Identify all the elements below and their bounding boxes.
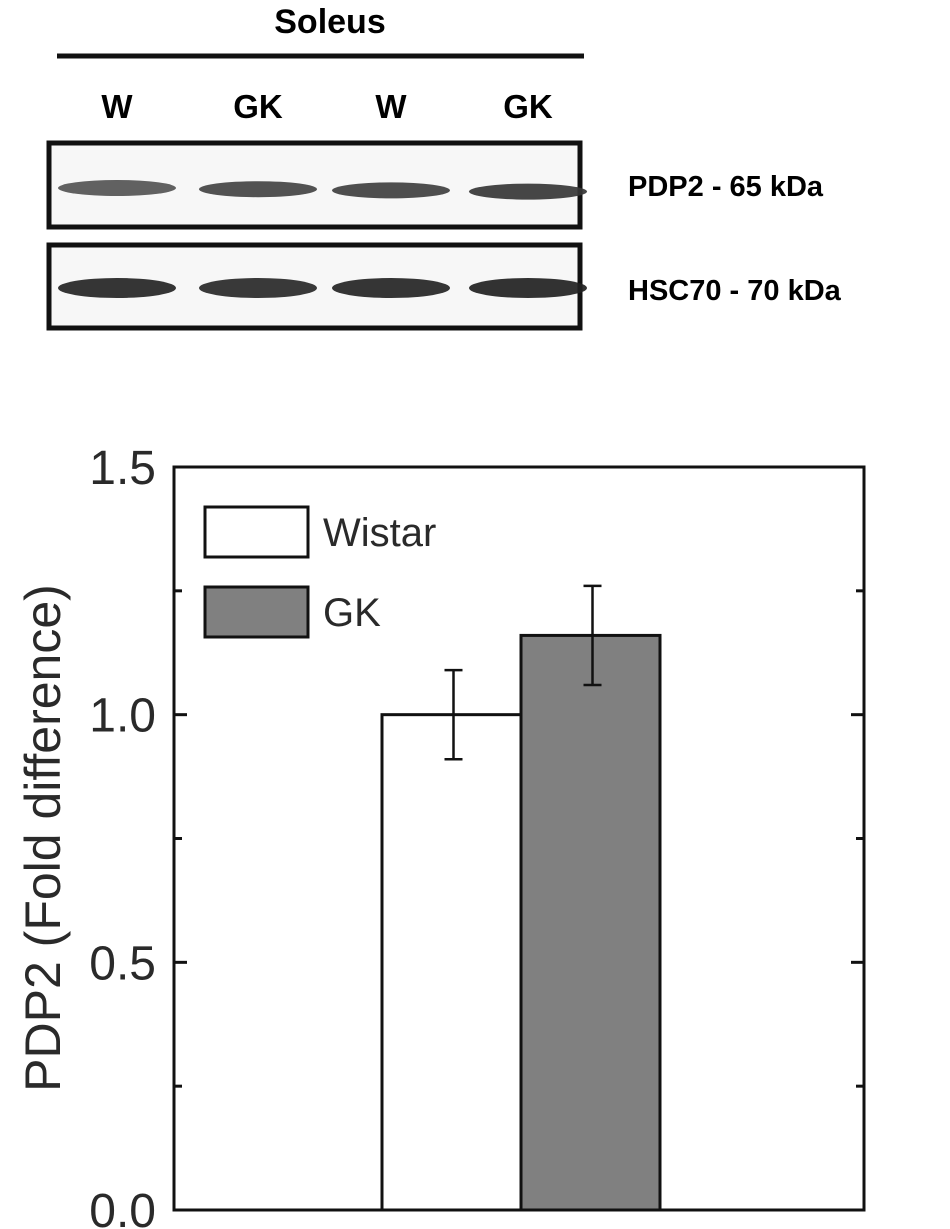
lane-labels: W GK W GK xyxy=(101,88,552,125)
blot-row-label: PDP2 - 65 kDa xyxy=(628,171,824,203)
lane-label: W xyxy=(375,88,407,125)
legend-swatch-wistar xyxy=(203,505,310,559)
bar-wistar xyxy=(380,713,523,1212)
band-group xyxy=(58,180,587,200)
y-ticks xyxy=(174,465,864,1212)
y-tick-label: 1.0 xyxy=(89,690,156,743)
y-tick-label: 0.0 xyxy=(89,1185,156,1229)
blot-band xyxy=(469,278,587,298)
blot-band xyxy=(332,182,450,199)
band-group xyxy=(58,278,587,298)
error-bars xyxy=(444,584,602,761)
bar-chart: 0.0 0.5 1.0 1.5 PDP2 (Fold difference) Wist… xyxy=(15,442,866,1229)
legend-label: GK xyxy=(323,591,381,635)
blot-band xyxy=(199,278,317,298)
legend-label: Wistar xyxy=(323,511,436,555)
bar-gk xyxy=(519,633,662,1212)
blot-title: Soleus xyxy=(274,3,385,41)
blot-band xyxy=(469,183,587,200)
y-axis-title: PDP2 (Fold difference) xyxy=(15,584,71,1092)
lane-label: GK xyxy=(503,88,553,125)
lane-label: W xyxy=(101,88,133,125)
y-tick-label: 0.5 xyxy=(89,937,156,990)
bars xyxy=(380,633,662,1212)
legend-swatch-gk xyxy=(203,585,310,639)
y-tick-label: 1.5 xyxy=(89,442,156,495)
blot-row-label: HSC70 - 70 kDa xyxy=(628,275,842,307)
blot-row-hsc70: HSC70 - 70 kDa xyxy=(46,242,842,331)
blot-band xyxy=(332,278,450,298)
legend: Wistar GK xyxy=(203,505,436,639)
blot-band xyxy=(199,181,317,198)
blot-band xyxy=(58,278,176,298)
blot-band xyxy=(58,180,176,196)
western-blot: Soleus W GK W GK PDP2 - 65 kDa HSC70 - 7… xyxy=(46,3,842,331)
lane-label: GK xyxy=(233,88,283,125)
y-tick-labels: 0.0 0.5 1.0 1.5 xyxy=(89,442,156,1229)
blot-row-pdp2: PDP2 - 65 kDa xyxy=(46,140,824,230)
blot-frame xyxy=(46,140,583,230)
